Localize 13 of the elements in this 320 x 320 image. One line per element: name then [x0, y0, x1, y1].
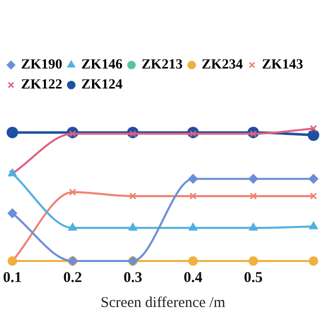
x-tick-label: 0.1	[3, 270, 22, 286]
x-tick-label: 0.5	[244, 270, 263, 286]
legend-label: ZK143	[262, 58, 304, 73]
x-tick-label: 0.4	[184, 270, 203, 286]
x-tick-label: 0.2	[63, 270, 82, 286]
legend-label: ZK190	[21, 58, 62, 73]
legend-label: ZK146	[81, 58, 122, 73]
x-axis-title: Screen difference /m	[100, 294, 226, 311]
x-tick-label: 0.3	[123, 270, 142, 286]
legend-label: ZK124	[81, 78, 122, 93]
legend-label: ZK234	[202, 58, 243, 73]
legend-label: ZK213	[141, 58, 183, 73]
legend-label: ZK122	[21, 78, 62, 93]
